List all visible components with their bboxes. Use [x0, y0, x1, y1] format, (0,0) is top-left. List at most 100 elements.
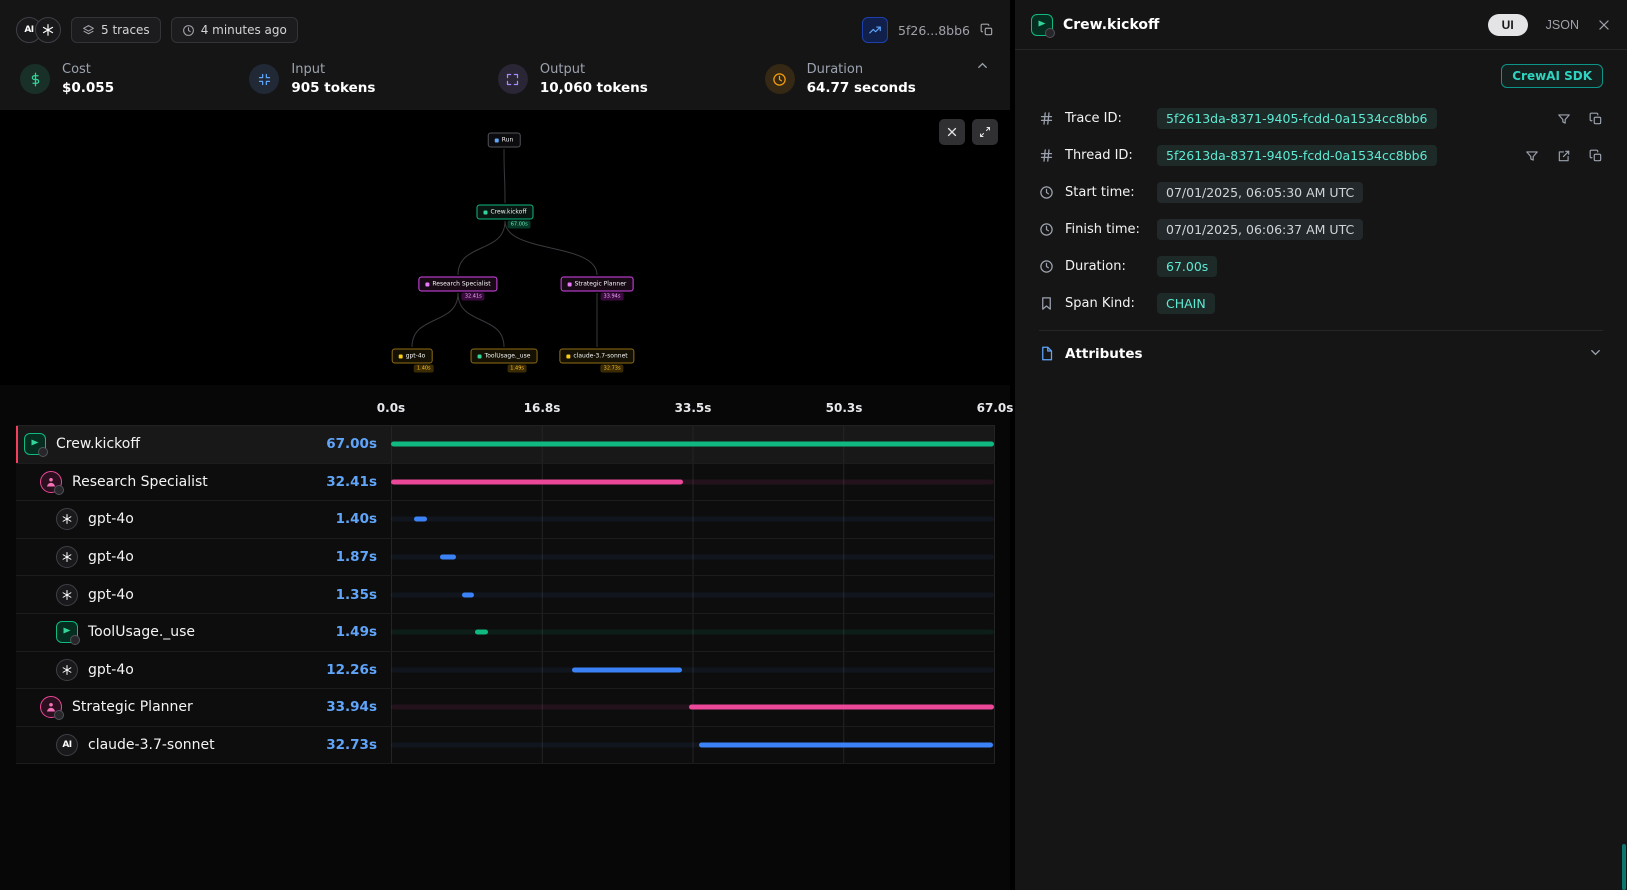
chevron-down-icon: [1588, 345, 1603, 364]
waterfall-row[interactable]: gpt-4o 1.35s: [16, 576, 995, 614]
graph-close-button[interactable]: [939, 119, 965, 145]
node-type-icon: [495, 138, 499, 142]
chevron-up-icon: [975, 58, 990, 73]
span-timeline-cell: [391, 464, 995, 501]
field-label: Thread ID:: [1065, 148, 1157, 163]
waterfall-row[interactable]: Strategic Planner 33.94s: [16, 689, 995, 727]
detail-header: Crew.kickoff UI JSON: [1015, 0, 1627, 50]
filter-icon[interactable]: [1557, 112, 1571, 126]
node-type-icon: [484, 210, 488, 214]
attributes-section-toggle[interactable]: Attributes: [1039, 331, 1603, 377]
graph-edge: [458, 221, 505, 275]
stat-label: Duration: [807, 62, 916, 77]
scrollbar-thumb[interactable]: [1622, 844, 1626, 890]
crew-icon: [24, 433, 46, 455]
graph-node[interactable]: Run: [488, 133, 521, 148]
span-duration: 33.94s: [326, 699, 377, 715]
waterfall-row[interactable]: gpt-4o 1.40s: [16, 501, 995, 539]
span-track: [391, 667, 994, 672]
node-label: Crew.kickoff: [491, 209, 527, 216]
stat-label: Output: [540, 62, 648, 77]
agent-icon: [40, 696, 62, 718]
graph-node[interactable]: Crew.kickoff 67.00s: [477, 205, 534, 220]
copy-trace-id-button[interactable]: [980, 23, 994, 37]
close-panel-button[interactable]: [1597, 18, 1611, 32]
node-duration-chip: 1.40s: [414, 365, 434, 373]
node-type-icon: [566, 354, 570, 358]
crew-icon: [1031, 14, 1053, 36]
span-bar: [475, 630, 488, 635]
provider-logo-stack: AI: [16, 17, 61, 43]
node-label: claude-3.7-sonnet: [573, 353, 627, 360]
span-timeline-cell: [391, 727, 995, 764]
waterfall-row[interactable]: ToolUsage._use 1.49s: [16, 614, 995, 652]
span-duration: 32.73s: [326, 737, 377, 753]
node-label: Run: [502, 137, 514, 144]
graph-node[interactable]: ToolUsage._use 1.49s: [471, 349, 538, 364]
graph-node[interactable]: gpt-4o 1.40s: [392, 349, 433, 364]
field-label: Trace ID:: [1065, 111, 1157, 126]
span-bar: [572, 667, 682, 672]
stat-item: Output 10,060 tokens: [498, 62, 765, 96]
graph-node[interactable]: Strategic Planner 33.94s: [561, 277, 634, 292]
waterfall-row[interactable]: AI claude-3.7-sonnet 32.73s: [16, 727, 995, 765]
span-duration: 1.35s: [336, 587, 377, 603]
graph-edge: [412, 293, 458, 347]
stat-item: Input 905 tokens: [249, 62, 498, 96]
graph-node[interactable]: Research Specialist 32.41s: [418, 277, 497, 292]
file-icon: [1039, 346, 1055, 362]
waterfall-row[interactable]: Crew.kickoff 67.00s: [16, 426, 995, 464]
span-track: [391, 592, 994, 597]
stat-value: 64.77 seconds: [807, 80, 916, 96]
span-timeline-cell: [391, 576, 995, 613]
collapse-stats-button[interactable]: [975, 58, 990, 77]
sdk-mini-badge-icon: [38, 447, 48, 457]
detail-fields: Trace ID: 5f2613da-8371-9405-fcdd-0a1534…: [1039, 100, 1603, 322]
graph-edge: [505, 221, 597, 275]
span-bar: [391, 442, 994, 447]
traces-count-badge[interactable]: 5 traces: [71, 17, 161, 43]
clock-icon: [182, 24, 195, 37]
span-name: gpt-4o: [88, 549, 134, 565]
field-label: Duration:: [1065, 259, 1157, 274]
stat-value: 905 tokens: [291, 80, 375, 96]
detail-field: Span Kind: CHAIN: [1039, 285, 1603, 322]
timeline-tick: 16.8s: [524, 401, 561, 415]
timeline-tick: 33.5s: [675, 401, 712, 415]
copy-icon[interactable]: [1589, 112, 1603, 126]
graph-node[interactable]: claude-3.7-sonnet 32.73s: [559, 349, 634, 364]
tab-ui[interactable]: UI: [1488, 14, 1528, 36]
waterfall-row[interactable]: gpt-4o 1.87s: [16, 539, 995, 577]
stat-label: Cost: [62, 62, 114, 77]
trace-short-id: 5f26...8bb6: [898, 23, 970, 38]
node-label: gpt-4o: [406, 353, 426, 360]
tab-json[interactable]: JSON: [1546, 18, 1579, 32]
graph-edges: [0, 110, 1010, 385]
field-label: Span Kind:: [1065, 296, 1157, 311]
timeline-scale: 0.0s16.8s33.5s50.3s67.0s: [391, 401, 995, 416]
waterfall-row[interactable]: gpt-4o 12.26s: [16, 652, 995, 690]
expand-icon: [979, 126, 991, 138]
openai-icon: [56, 659, 78, 681]
duration-icon: [765, 64, 795, 94]
copy-icon[interactable]: [1589, 149, 1603, 163]
tool-icon: [56, 621, 78, 643]
agent-icon: [40, 471, 62, 493]
node-duration-chip: 1.49s: [507, 365, 527, 373]
span-name: Research Specialist: [72, 474, 208, 490]
trace-age-label: 4 minutes ago: [201, 23, 287, 37]
node-label: Research Specialist: [432, 281, 490, 288]
waterfall-row[interactable]: Research Specialist 32.41s: [16, 464, 995, 502]
external-icon[interactable]: [1557, 149, 1571, 163]
filter-icon[interactable]: [1525, 149, 1539, 163]
sdk-mini-badge-icon: [54, 485, 64, 495]
node-duration-chip: 67.00s: [508, 221, 531, 229]
span-duration: 1.49s: [336, 624, 377, 640]
span-timeline-cell: [391, 426, 995, 463]
trending-up-icon: [868, 23, 882, 37]
node-type-icon: [425, 282, 429, 286]
metrics-chart-button[interactable]: [862, 17, 888, 43]
graph-expand-button[interactable]: [972, 119, 998, 145]
clock-icon: [1039, 259, 1055, 275]
sdk-mini-badge-icon: [70, 635, 80, 645]
